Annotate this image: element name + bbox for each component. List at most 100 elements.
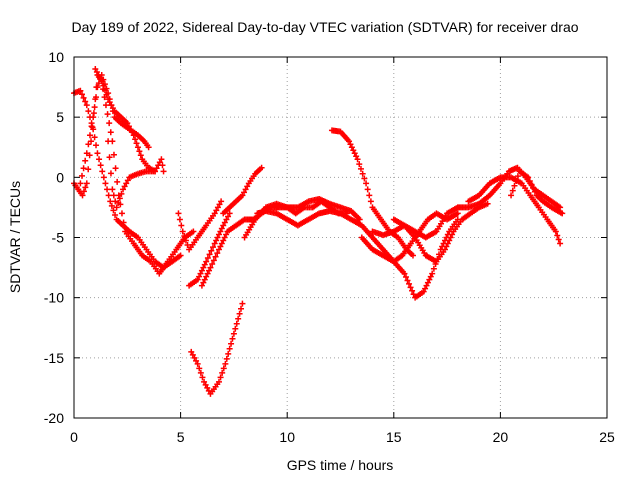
data-point [208, 247, 215, 254]
data-point [218, 225, 225, 232]
data-point [364, 186, 371, 193]
data-point [202, 381, 209, 388]
x-tick-label: 25 [599, 429, 615, 445]
data-point [94, 150, 101, 157]
data-point [213, 237, 220, 244]
data-point [203, 258, 210, 265]
data-point [133, 140, 140, 147]
data-point [359, 170, 366, 177]
data-point [78, 91, 85, 98]
y-tick-label: -15 [44, 350, 64, 366]
data-point [410, 291, 417, 298]
data-point [353, 153, 360, 160]
data-point [444, 240, 451, 247]
y-axis-title: SDTVAR / TECUs [7, 181, 23, 293]
data-point [80, 165, 87, 172]
data-point [88, 138, 95, 145]
data-point [108, 102, 115, 109]
data-point [212, 253, 219, 260]
series-track-6 [175, 198, 225, 253]
series-track-9 [220, 164, 265, 217]
data-point [112, 198, 119, 205]
data-point [160, 168, 167, 175]
series-track-5 [105, 138, 159, 211]
data-point [114, 178, 121, 185]
data-point [191, 354, 198, 361]
data-point [129, 129, 136, 136]
data-point [91, 104, 98, 111]
data-point [426, 276, 433, 283]
data-point [136, 148, 143, 155]
data-point [204, 254, 211, 261]
data-point [232, 325, 239, 332]
data-point [181, 232, 188, 239]
data-point [105, 96, 112, 103]
data-point [196, 273, 203, 280]
data-point [123, 180, 130, 187]
data-point [530, 185, 537, 192]
data-point [125, 123, 132, 130]
data-point [214, 250, 221, 257]
x-tick-label: 5 [177, 429, 185, 445]
data-point [158, 156, 165, 163]
data-point [423, 282, 430, 289]
data-point [347, 141, 354, 148]
data-point [178, 222, 185, 229]
data-point [218, 240, 225, 247]
data-point [238, 305, 245, 312]
data-point [88, 123, 95, 130]
data-point [198, 282, 205, 289]
data-point [188, 348, 195, 355]
data-point [200, 279, 207, 286]
data-point [85, 166, 92, 173]
data-point [104, 111, 111, 118]
data-point [124, 120, 131, 127]
data-point [361, 175, 368, 182]
data-point [223, 355, 230, 362]
data-point [86, 132, 93, 139]
data-point [441, 246, 448, 253]
grid [74, 57, 607, 418]
data-point [350, 147, 357, 154]
data-point [83, 180, 90, 187]
data-point [513, 177, 520, 184]
data-point [225, 350, 232, 357]
x-tick-label: 20 [493, 429, 509, 445]
data-point [366, 192, 373, 199]
data-point [217, 228, 224, 235]
data-point [116, 195, 123, 202]
data-point [78, 172, 85, 179]
data-point [177, 252, 184, 259]
data-point [110, 192, 117, 199]
data-point [229, 335, 236, 342]
data-point [95, 72, 102, 79]
data-point [98, 78, 105, 85]
data-point [137, 152, 144, 159]
x-tick-label: 0 [70, 429, 78, 445]
data-point [429, 270, 436, 277]
data-point [179, 228, 186, 235]
data-point [454, 210, 461, 217]
data-point [110, 151, 117, 158]
data-point [449, 231, 456, 238]
data-point [409, 252, 416, 259]
y-tick-label: 5 [56, 109, 64, 125]
data-point [110, 207, 117, 214]
data-point [443, 243, 450, 250]
data-point [211, 240, 218, 247]
data-point [210, 244, 217, 251]
series-track-13 [328, 127, 416, 259]
y-tick-label: -20 [44, 410, 64, 426]
data-point [552, 228, 559, 235]
data-point [509, 187, 516, 194]
data-point [242, 186, 249, 193]
data-point [184, 242, 191, 249]
data-point [402, 274, 409, 281]
data-point [357, 165, 364, 172]
data-point [217, 374, 224, 381]
series-track-7 [186, 210, 233, 289]
data-point [152, 168, 159, 175]
data-point [427, 273, 434, 280]
